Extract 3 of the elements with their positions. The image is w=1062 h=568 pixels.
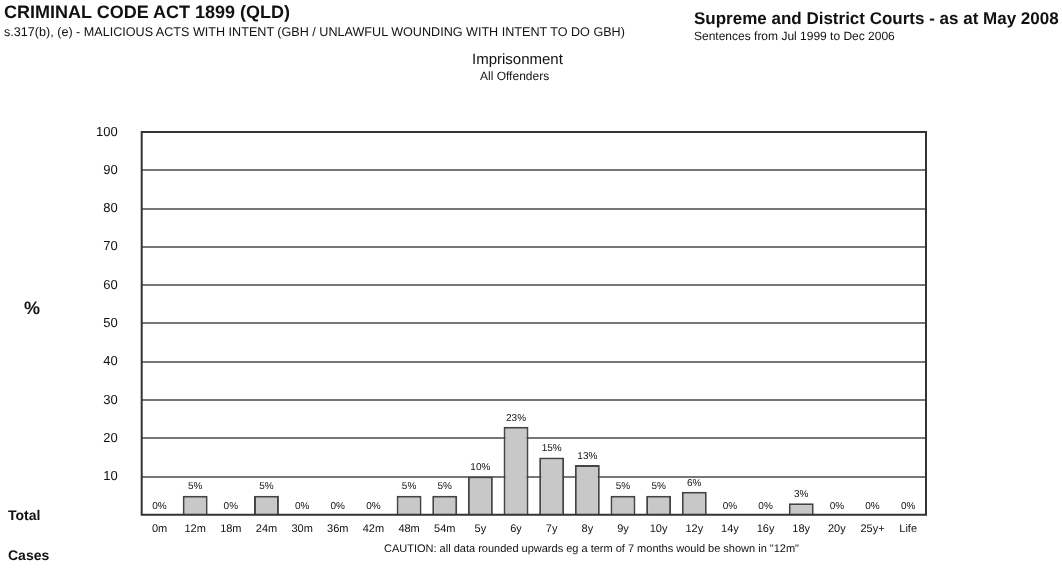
text: Supreme and District Courts - as at May 2008 <box>694 8 1059 28</box>
y-axis-title: % <box>24 298 41 318</box>
chart-title: CRIMINAL CODE ACT 1899 (QLD) <box>4 2 291 22</box>
